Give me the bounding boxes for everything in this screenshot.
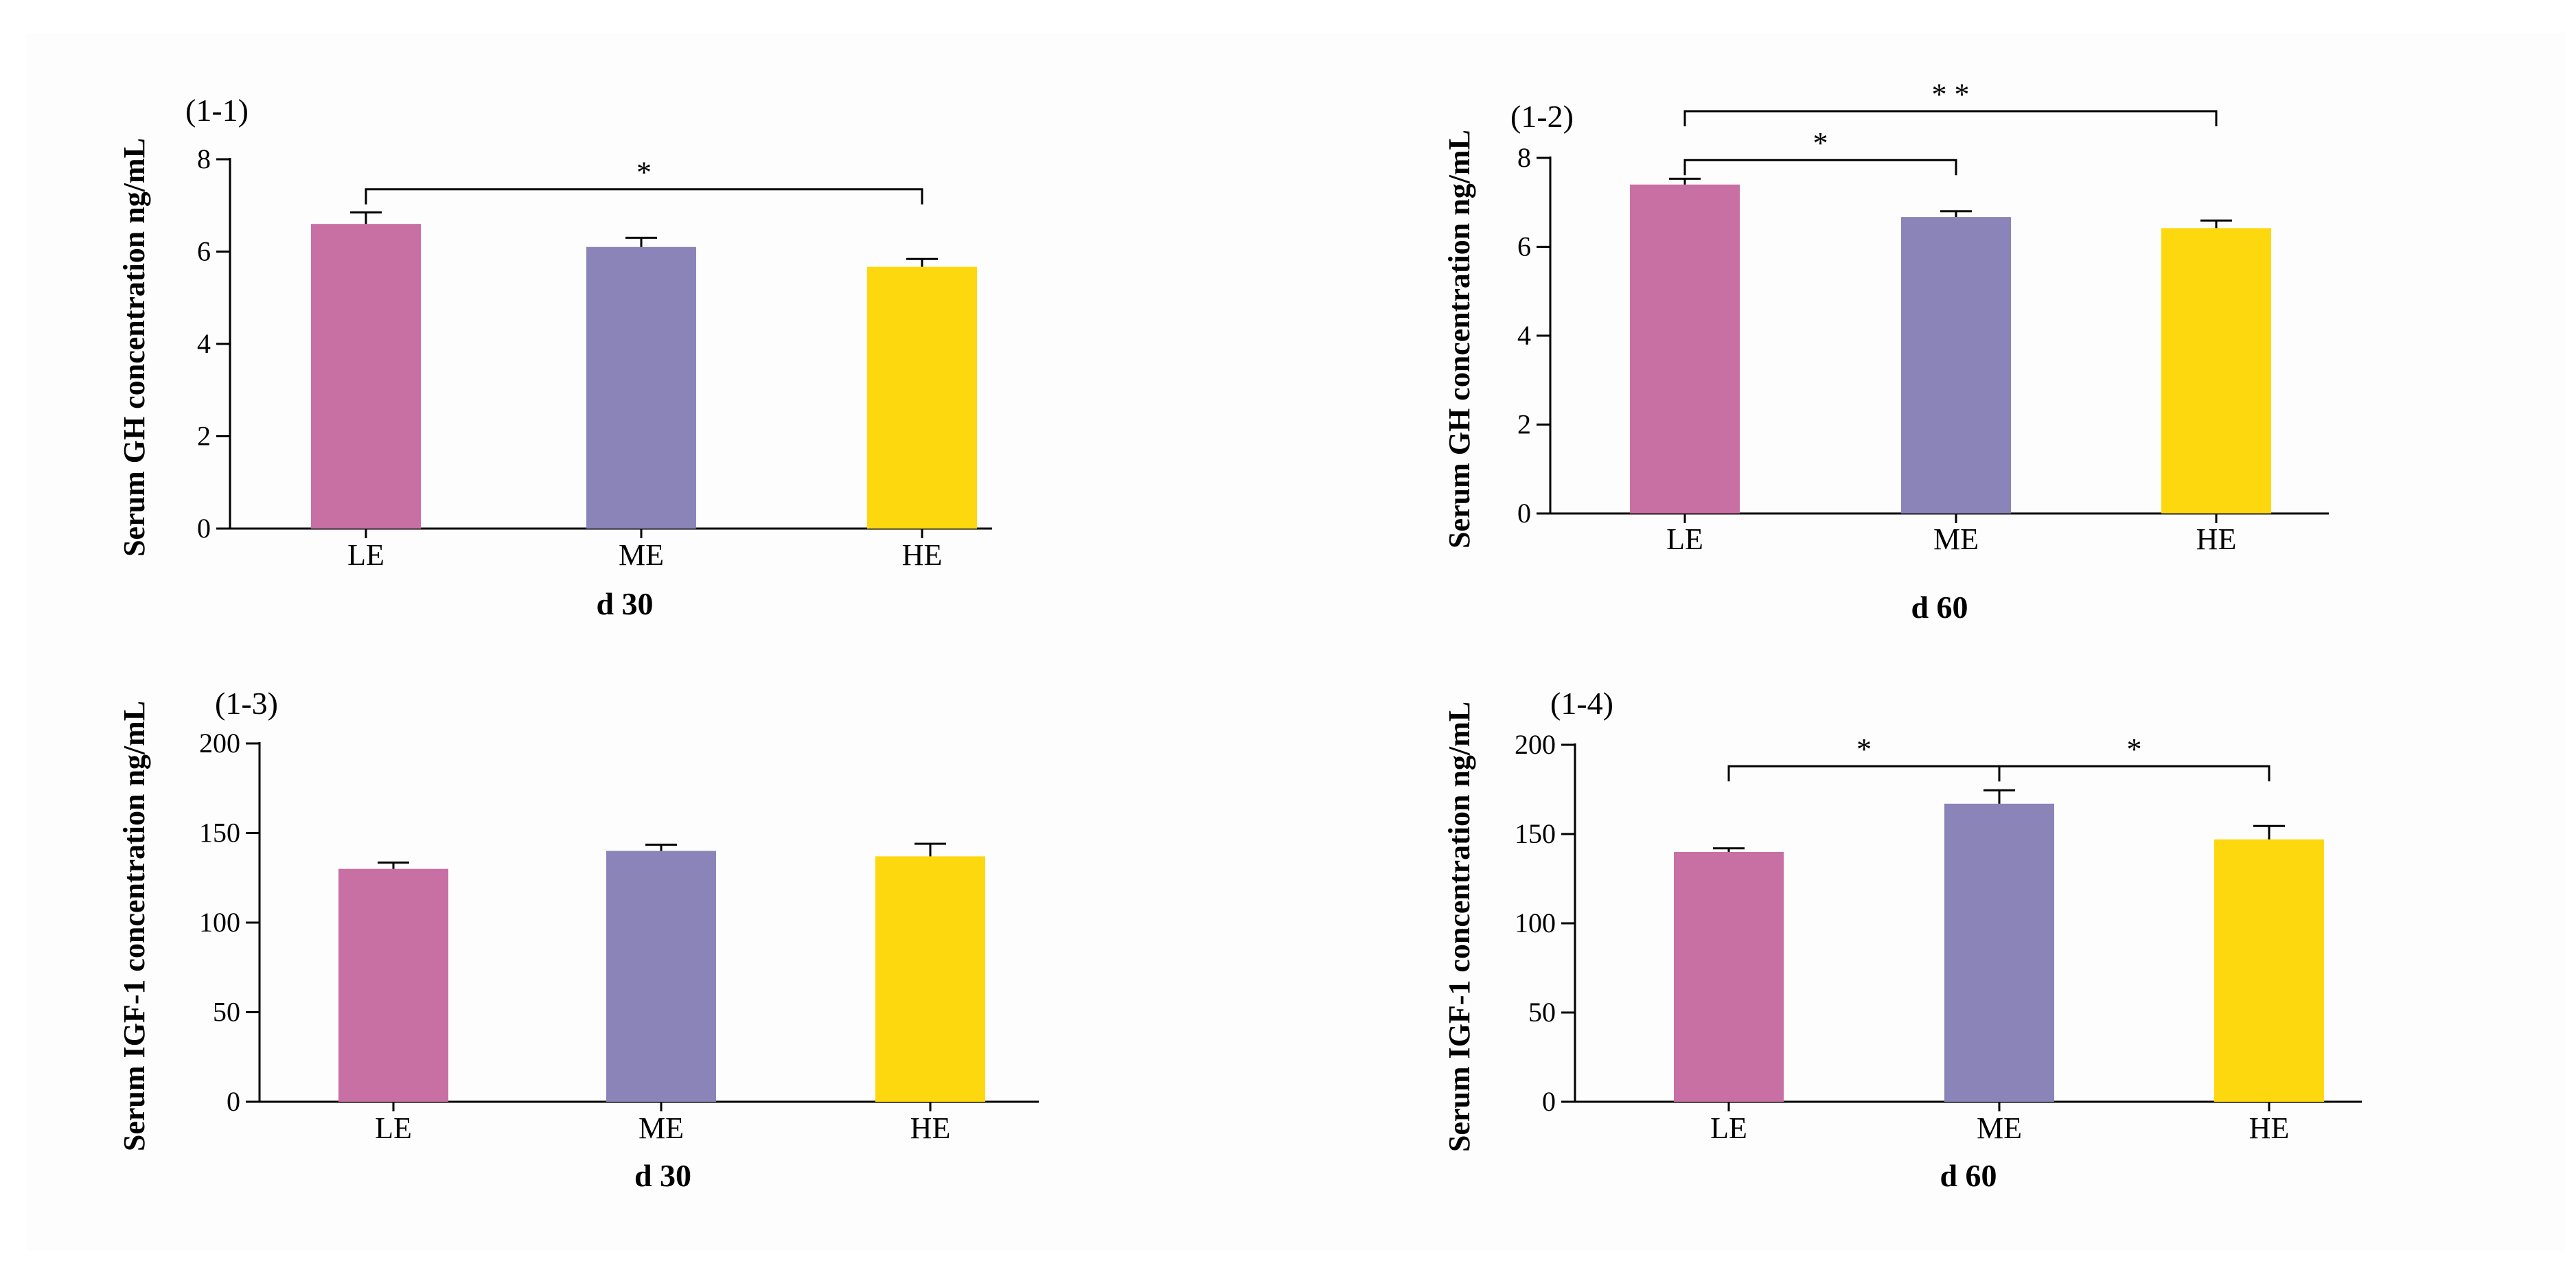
- x-axis-title: d 30: [634, 1158, 691, 1193]
- y-tick-label: 200: [1515, 729, 1556, 760]
- significance-label: *: [636, 156, 652, 189]
- bar-le: [311, 224, 421, 529]
- y-tick-label: 8: [197, 143, 211, 174]
- x-tick-label: ME: [1933, 522, 1979, 556]
- y-tick-label: 100: [1515, 907, 1556, 938]
- x-axis-title: d 60: [1911, 590, 1968, 625]
- y-tick-label: 4: [1517, 320, 1531, 351]
- significance-label: *: [1856, 732, 1872, 766]
- bar-he: [867, 266, 977, 529]
- bar-he: [2214, 839, 2324, 1102]
- y-tick-label: 2: [1517, 409, 1531, 440]
- y-tick-label: 6: [1517, 231, 1531, 262]
- y-tick-label: 4: [197, 328, 211, 359]
- x-tick-label: ME: [619, 538, 664, 572]
- significance-bracket: [1998, 765, 2270, 782]
- y-tick-label: 0: [1542, 1086, 1556, 1117]
- x-tick-label: LE: [1710, 1111, 1747, 1145]
- significance-bracket: [1727, 765, 2001, 782]
- y-tick-label: 0: [227, 1086, 240, 1117]
- x-tick-label: LE: [1666, 522, 1703, 556]
- y-tick-label: 50: [1528, 997, 1556, 1028]
- y-axis-title: Serum IGF-1 concentration ng/mL: [117, 701, 151, 1151]
- bar-me: [1901, 217, 2011, 513]
- chart-panel-3: (1-3) 0 50 100 150 200 LE ME HE d 30 Serum IGF-1 c…: [117, 686, 1039, 1193]
- y-axis-title: Serum GH concentration ng/mL: [1442, 130, 1476, 548]
- bar-me: [1944, 803, 2054, 1102]
- figure-background: [26, 33, 2565, 1251]
- significance-bracket: [1683, 110, 2218, 127]
- bar-le: [1674, 852, 1784, 1102]
- bar-me: [586, 246, 696, 529]
- panel-label: (1-3): [215, 686, 278, 721]
- significance-bracket: [1683, 159, 1957, 176]
- chart-panel-2: (1-2) 0 2 4 6 8 LE ME HE d 60 Serum GH concentrati…: [1442, 78, 2329, 625]
- y-tick-label: 150: [199, 818, 240, 848]
- x-axis-title: d 60: [1940, 1158, 1997, 1193]
- x-tick-label: LE: [347, 538, 384, 572]
- panel-label: (1-2): [1510, 99, 1574, 134]
- bar-he: [2161, 228, 2271, 513]
- panel-label: (1-4): [1550, 686, 1613, 721]
- y-tick-label: 200: [199, 728, 240, 759]
- y-tick-label: 100: [199, 907, 240, 938]
- y-tick-label: 50: [213, 997, 240, 1028]
- bar-le: [1630, 184, 1740, 513]
- x-tick-label: ME: [1977, 1111, 2022, 1145]
- significance-bracket: [365, 188, 923, 205]
- significance-label: *: [2127, 732, 2142, 766]
- bar-me: [606, 851, 716, 1102]
- x-axis-title: d 30: [596, 586, 653, 621]
- y-axis-title: Serum GH concentration ng/mL: [117, 138, 151, 557]
- bar-he: [875, 856, 985, 1102]
- x-tick-label: HE: [2196, 522, 2237, 556]
- x-tick-label: LE: [375, 1111, 412, 1145]
- y-axis-title: Serum IGF-1 concentration ng/mL: [1442, 702, 1476, 1152]
- y-tick-label: 150: [1515, 818, 1556, 849]
- panel-label: (1-1): [185, 93, 249, 128]
- x-tick-label: HE: [902, 538, 943, 572]
- y-tick-label: 8: [1517, 142, 1531, 173]
- y-tick-label: 6: [197, 236, 211, 267]
- y-tick-label: 2: [197, 421, 211, 452]
- chart-panel-4: (1-4) 0 50 100 150 200 LE ME HE d 60 Serum IGF-1 c…: [1442, 686, 2362, 1193]
- x-tick-label: ME: [639, 1111, 684, 1145]
- x-tick-label: HE: [910, 1111, 951, 1145]
- chart-panel-1: (1-1) 0 2 4 6 8 LE ME HE d 30 Serum GH concentrati…: [117, 93, 992, 621]
- y-tick-label: 0: [197, 513, 211, 544]
- significance-label: * *: [1932, 78, 1970, 111]
- bar-le: [338, 868, 448, 1102]
- x-tick-label: HE: [2249, 1111, 2290, 1145]
- y-tick-label: 0: [1517, 498, 1531, 529]
- significance-label: *: [1813, 126, 1828, 160]
